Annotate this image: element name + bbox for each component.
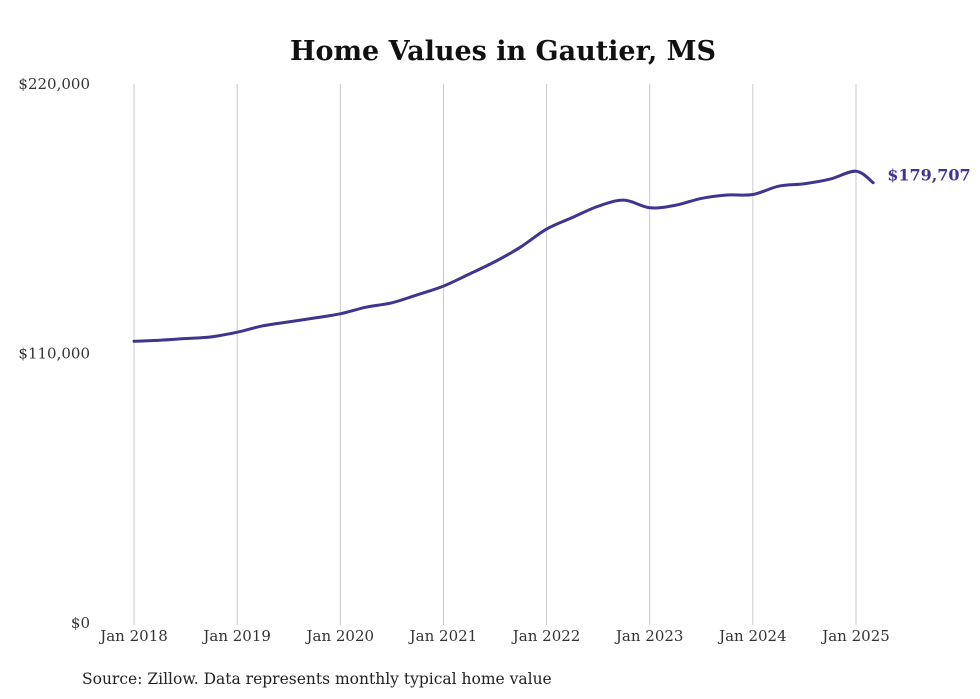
y-tick-label: $0 (71, 614, 90, 632)
series-layer: $179,707 (132, 166, 971, 343)
x-tick-label: Jan 2021 (408, 627, 478, 645)
x-tick-label: Jan 2025 (820, 627, 890, 645)
x-tick-label: Jan 2022 (511, 627, 581, 645)
end-value-label: $179,707 (887, 166, 971, 185)
series-line (132, 169, 875, 343)
x-tick-label: Jan 2020 (305, 627, 375, 645)
y-axis-ticks: $0 $110,000 $220,000 (18, 75, 90, 632)
x-tick-label: Jan 2024 (717, 627, 787, 645)
x-tick-label: Jan 2018 (98, 627, 168, 645)
y-tick-label: $220,000 (18, 75, 90, 93)
chart-title: Home Values in Gautier, MS (290, 36, 716, 67)
source-note: Source: Zillow. Data represents monthly … (82, 670, 552, 688)
x-tick-label: Jan 2019 (201, 627, 271, 645)
y-tick-label: $110,000 (18, 345, 90, 363)
x-tick-label: Jan 2023 (614, 627, 684, 645)
gridlines (133, 84, 857, 625)
x-axis-ticks: Jan 2018 Jan 2019 Jan 2020 Jan 2021 Jan 2022… (98, 627, 890, 645)
